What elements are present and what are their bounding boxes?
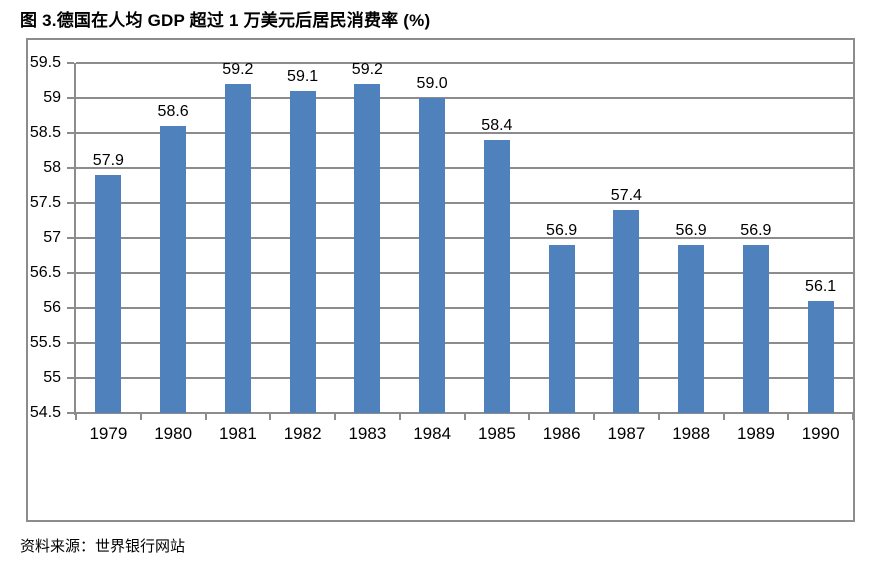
y-axis-tick [67, 237, 74, 239]
y-axis-tick [67, 377, 74, 379]
x-axis-tick [852, 413, 854, 420]
gridline [76, 272, 853, 274]
y-axis-label: 58.5 [29, 124, 61, 141]
x-axis-tick [398, 413, 401, 420]
bar [548, 245, 575, 413]
gridline [76, 97, 853, 99]
x-axis-tick [657, 413, 660, 420]
bar-value-label: 58.6 [157, 103, 189, 120]
y-axis-label: 54.5 [29, 404, 61, 421]
bar [160, 126, 187, 413]
y-axis-label: 56 [43, 299, 61, 316]
y-axis-line [74, 63, 76, 415]
x-axis-tick [722, 413, 725, 420]
x-axis-label: 1985 [477, 424, 516, 443]
y-axis-tick [67, 62, 74, 64]
x-axis-label: 1986 [542, 424, 581, 443]
y-axis-tick [67, 202, 74, 204]
bar-value-label: 59.2 [351, 61, 383, 78]
bar-value-label: 56.9 [546, 222, 578, 239]
x-axis-label: 1990 [801, 424, 840, 443]
x-axis-label: 1980 [154, 424, 193, 443]
y-axis-label: 57.5 [29, 194, 61, 211]
bar-value-label: 57.4 [610, 187, 642, 204]
y-axis-tick [67, 97, 74, 99]
y-axis-tick [67, 132, 74, 134]
x-axis-tick [528, 413, 531, 420]
bar-value-label: 58.4 [481, 117, 513, 134]
y-axis-label: 59 [43, 89, 61, 106]
x-axis-tick [334, 413, 336, 420]
gridline [76, 377, 853, 379]
y-axis-tick [67, 307, 74, 309]
gridline [76, 62, 853, 64]
bar [354, 84, 381, 413]
x-axis-tick [269, 413, 272, 420]
x-axis-label: 1983 [348, 424, 387, 443]
x-axis-tick [75, 413, 77, 420]
bar [483, 140, 510, 413]
bar [613, 210, 640, 413]
y-axis-label: 58 [43, 159, 61, 176]
chart-frame: 59.5 59 58.5 58 57.5 57 56.5 56 55.5 55 54.5 57.9 19… [26, 38, 855, 522]
x-axis-label: 1982 [283, 424, 322, 443]
bar [224, 84, 251, 413]
bar [419, 98, 446, 413]
chart-title: 图 3.德国在人均 GDP 超过 1 万美元后居民消费率 (%) [20, 11, 431, 30]
bar [678, 245, 705, 413]
gridline [76, 202, 853, 204]
bar-value-label: 56.1 [805, 278, 837, 295]
bar-value-label: 59.1 [287, 68, 319, 85]
x-axis-label: 1988 [672, 424, 711, 443]
bar-value-label: 59.0 [416, 75, 448, 92]
gridline [76, 342, 853, 344]
x-axis-tick [787, 413, 790, 420]
y-axis-label: 56.5 [29, 264, 61, 281]
x-axis-tick [593, 413, 595, 420]
x-axis-tick [204, 413, 207, 420]
bar-value-label: 57.9 [92, 152, 124, 169]
bar [742, 245, 769, 413]
source-note: 资料来源：世界银行网站 [20, 538, 186, 555]
bar [95, 175, 122, 413]
gridline [76, 167, 853, 169]
gridline [76, 307, 853, 309]
y-axis-label: 55.5 [29, 334, 61, 351]
bar-value-label: 56.9 [675, 222, 707, 239]
y-axis-label: 55 [43, 369, 61, 386]
x-axis-label: 1984 [413, 424, 452, 443]
x-axis-label: 1989 [736, 424, 775, 443]
y-axis-tick [67, 272, 74, 274]
x-axis-label: 1981 [218, 424, 257, 443]
y-axis-tick [67, 412, 74, 414]
x-axis-label: 1987 [607, 424, 646, 443]
y-axis-tick [67, 167, 74, 169]
y-axis-label: 59.5 [29, 54, 61, 71]
bar [289, 91, 316, 413]
x-axis-label: 1979 [89, 424, 128, 443]
gridline [76, 237, 853, 239]
bar-value-label: 59.2 [222, 61, 254, 78]
x-axis-tick [463, 413, 466, 420]
bar-value-label: 56.9 [740, 222, 772, 239]
y-axis-tick [67, 342, 74, 344]
gridline [76, 132, 853, 134]
bar [807, 301, 834, 413]
x-axis-tick [139, 413, 142, 420]
y-axis-label: 57 [43, 229, 61, 246]
